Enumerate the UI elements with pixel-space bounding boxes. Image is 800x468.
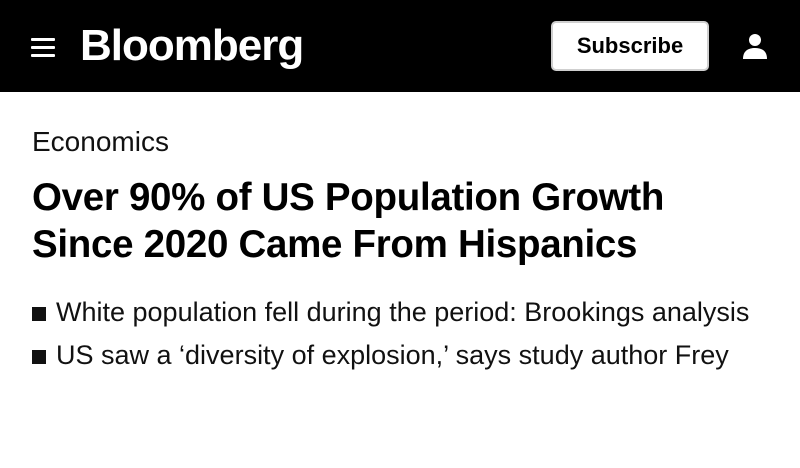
menu-line xyxy=(31,38,55,41)
summary-bullet: White population fell during the period:… xyxy=(32,296,772,329)
square-bullet-icon xyxy=(32,350,46,364)
summary-bullet-text: White population fell during the period:… xyxy=(56,297,750,327)
summary-bullet: US saw a ‘diversity of explosion,’ says … xyxy=(32,339,772,372)
article-summary-bullets: White population fell during the period:… xyxy=(32,296,772,382)
square-bullet-icon xyxy=(32,307,46,321)
user-icon-graphic xyxy=(743,34,767,59)
menu-line xyxy=(31,46,55,49)
user-icon[interactable] xyxy=(741,32,769,60)
section-label[interactable]: Economics xyxy=(32,126,169,157)
bloomberg-logo[interactable]: Bloomberg xyxy=(80,21,304,70)
subscribe-button[interactable]: Subscribe xyxy=(551,21,709,71)
hamburger-menu-icon[interactable] xyxy=(31,38,55,58)
menu-line xyxy=(31,54,55,57)
summary-bullet-text: US saw a ‘diversity of explosion,’ says … xyxy=(56,340,729,370)
top-navigation-bar: Bloomberg Subscribe xyxy=(0,0,800,92)
article-headline[interactable]: Over 90% of US Population Growth Since 2… xyxy=(32,176,665,266)
